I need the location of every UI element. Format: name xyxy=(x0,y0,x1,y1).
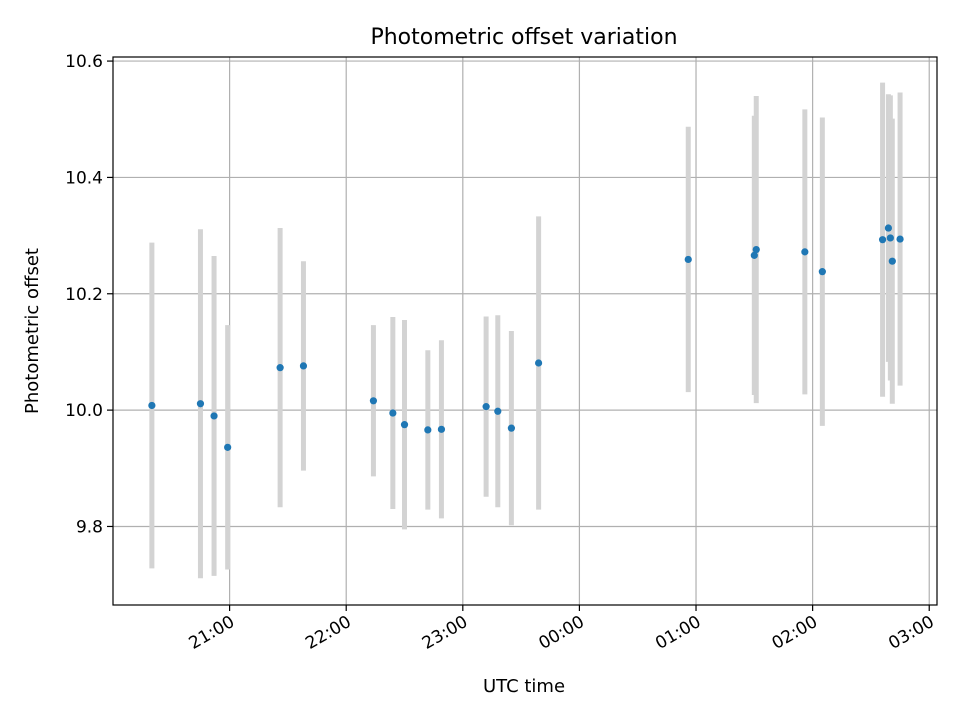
plot-frame xyxy=(112,56,938,606)
x-tick-label: 23:00 xyxy=(419,612,471,654)
x-tick-label: 01:00 xyxy=(652,612,704,654)
y-tick-label: 10.6 xyxy=(65,52,103,72)
data-point xyxy=(896,235,904,243)
data-point xyxy=(750,251,758,259)
data-point xyxy=(148,401,156,410)
x-tick-label: 00:00 xyxy=(535,612,587,654)
data-point xyxy=(424,426,432,434)
y-tick-label: 10.0 xyxy=(65,401,103,421)
data-point xyxy=(482,403,490,411)
data-point xyxy=(196,400,205,408)
y-axis-ticks: 9.8 10.0 10.2 10.4 10.6 xyxy=(65,52,113,537)
x-tick-label: 03:00 xyxy=(885,612,937,654)
data-point xyxy=(494,407,502,415)
chart-title: Photometric offset variation xyxy=(370,25,677,50)
data-point xyxy=(752,245,760,254)
data-point xyxy=(299,362,308,370)
y-tick-label: 9.8 xyxy=(76,517,103,537)
y-tick-label: 10.2 xyxy=(65,285,103,305)
y-axis-label: Photometric offset xyxy=(22,248,43,414)
data-points xyxy=(148,224,904,451)
y-tick-label: 10.4 xyxy=(65,168,103,188)
data-point xyxy=(400,421,409,429)
x-tick-label: 22:00 xyxy=(302,612,354,654)
data-point xyxy=(801,248,809,256)
error-bars xyxy=(149,82,903,579)
data-point xyxy=(888,257,896,265)
data-point xyxy=(884,224,893,232)
x-axis-ticks: 21:00 22:00 23:00 00:00 01:00 02:00 03:00 xyxy=(186,605,938,654)
grid-lines xyxy=(113,57,937,605)
data-point xyxy=(684,255,692,264)
x-tick-label: 02:00 xyxy=(769,612,821,654)
data-point xyxy=(507,424,515,432)
x-axis-label: UTC time xyxy=(483,676,565,697)
data-point xyxy=(276,364,284,372)
data-point xyxy=(389,409,397,417)
data-point xyxy=(224,443,232,451)
data-point xyxy=(437,425,446,433)
data-point xyxy=(818,268,826,276)
data-point xyxy=(369,397,378,405)
data-point xyxy=(535,359,543,367)
data-point xyxy=(878,236,887,244)
data-point xyxy=(210,412,218,420)
x-tick-label: 21:00 xyxy=(186,612,238,654)
data-point xyxy=(886,234,894,242)
